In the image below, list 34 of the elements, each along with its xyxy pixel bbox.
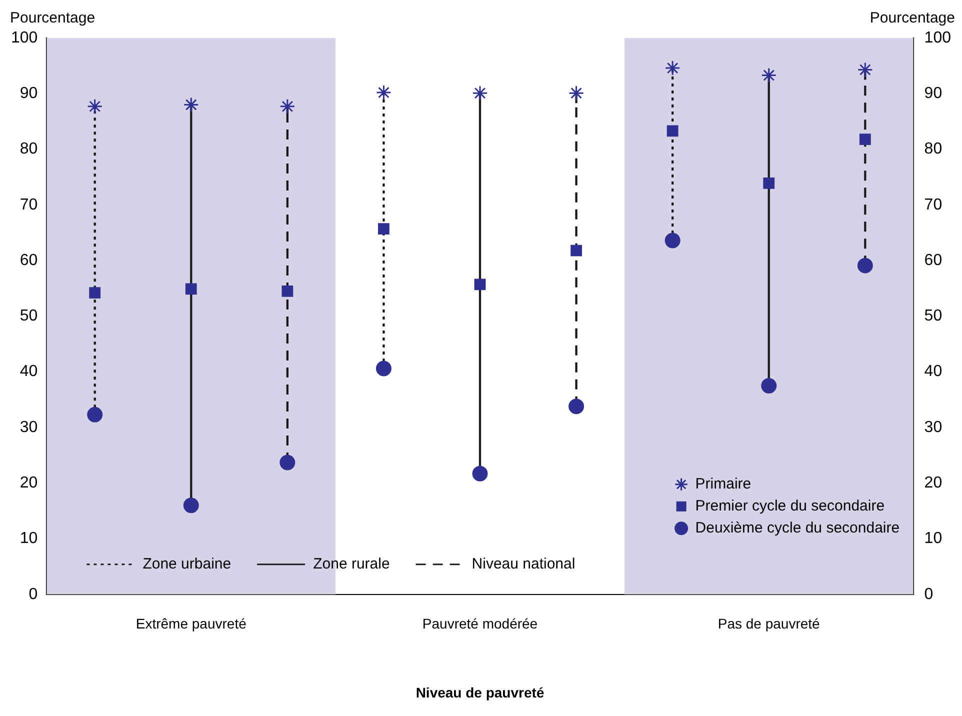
y2-tick-label: 90 bbox=[924, 85, 942, 102]
legend-label: Zone rurale bbox=[313, 556, 390, 573]
x-tick-label: Pas de pauvreté bbox=[718, 616, 820, 632]
y-tick-label: 90 bbox=[20, 85, 38, 102]
y-tick-label: 70 bbox=[20, 196, 38, 214]
y2-tick-label: 100 bbox=[924, 29, 952, 46]
y-tick-label: 30 bbox=[20, 418, 38, 436]
legend-label: Niveau national bbox=[472, 556, 576, 573]
legend-label: Primaire bbox=[695, 476, 752, 493]
y-axis-title: Pourcentage bbox=[10, 10, 96, 27]
y2-tick-label: 20 bbox=[924, 474, 942, 492]
legend-label: Deuxième cycle du secondaire bbox=[695, 520, 900, 537]
x-tick-label: Pauvreté modérée bbox=[422, 616, 538, 632]
y-tick-label: 60 bbox=[20, 252, 38, 269]
y2-tick-label: 80 bbox=[924, 140, 942, 158]
x-tick-label: Extrême pauvreté bbox=[136, 616, 247, 632]
y-tick-label: 50 bbox=[20, 308, 38, 325]
y2-tick-label: 10 bbox=[924, 530, 942, 548]
legend-label: Premier cycle du secondaire bbox=[695, 498, 885, 515]
y2-tick-label: 60 bbox=[924, 252, 942, 269]
y2-tick-label: 30 bbox=[924, 418, 942, 436]
x-axis-title: Niveau de pauvreté bbox=[416, 684, 544, 700]
y2-axis-title: Pourcentage bbox=[870, 10, 955, 27]
y-tick-label: 0 bbox=[28, 586, 38, 603]
y2-tick-label: 40 bbox=[924, 363, 942, 380]
legend-label: Zone urbaine bbox=[142, 556, 232, 573]
y-tick-label: 80 bbox=[20, 140, 38, 158]
y2-tick-label: 0 bbox=[924, 586, 934, 603]
y-tick-label: 10 bbox=[20, 530, 38, 548]
y-tick-label: 20 bbox=[20, 474, 38, 492]
y-tick-label: 100 bbox=[10, 29, 38, 46]
y2-tick-label: 50 bbox=[924, 308, 942, 325]
y-tick-label: 40 bbox=[20, 363, 38, 380]
y2-tick-label: 70 bbox=[924, 196, 942, 214]
